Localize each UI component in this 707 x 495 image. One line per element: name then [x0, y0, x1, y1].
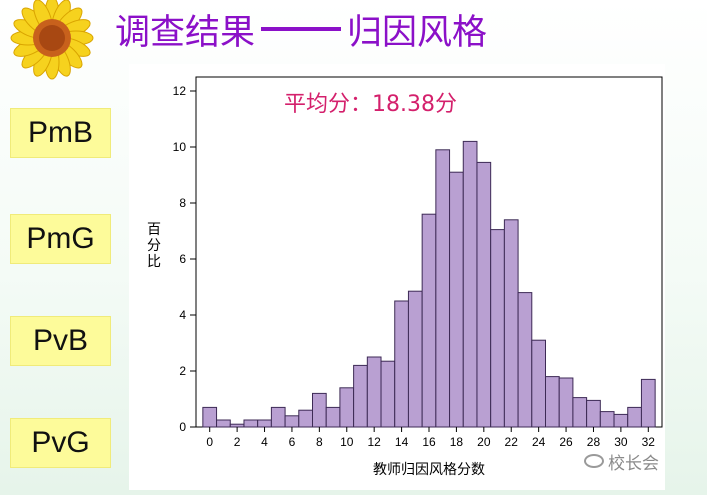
histogram-bar	[449, 171, 464, 428]
histogram-bar	[435, 149, 451, 428]
x-tick-label: 32	[642, 435, 656, 449]
y-tick-label: 6	[179, 252, 186, 266]
x-tick-label: 20	[477, 435, 491, 449]
title-right: 归因风格	[347, 12, 488, 53]
histogram-bar	[586, 399, 601, 428]
histogram-bar	[572, 397, 588, 428]
histogram-bar	[640, 378, 656, 428]
x-tick-label: 4	[261, 435, 268, 449]
x-tick-label: 16	[422, 435, 436, 449]
x-tick-label: 26	[559, 435, 573, 449]
histogram-bar	[229, 423, 245, 428]
histogram-bar	[243, 419, 259, 428]
x-tick-label: 18	[450, 435, 464, 449]
x-tick-label: 0	[206, 435, 213, 449]
histogram-bar	[558, 377, 574, 428]
histogram-bar	[599, 411, 615, 428]
x-tick-label: 30	[614, 435, 628, 449]
label-pmb: PmB	[10, 108, 111, 158]
y-axis-label: 百分比	[147, 222, 161, 270]
y-tick-label: 4	[179, 308, 186, 322]
histogram-bar	[531, 339, 547, 428]
watermark: 校长会	[584, 449, 694, 474]
histogram-bar	[353, 364, 368, 428]
histogram-bar	[517, 292, 533, 428]
x-tick-label: 12	[367, 435, 381, 449]
histogram-bar	[270, 406, 286, 428]
page-title: 调查结果 归因风格	[115, 4, 487, 54]
x-tick-label: 28	[587, 435, 601, 449]
histogram-bar	[476, 161, 492, 428]
histogram-bar	[298, 409, 313, 428]
histogram-bar	[462, 140, 478, 428]
watermark-text: 校长会	[608, 453, 659, 474]
y-tick-label: 10	[173, 140, 187, 154]
x-tick-label: 10	[340, 435, 354, 449]
histogram-bar	[490, 229, 505, 428]
histogram-bar	[627, 406, 642, 428]
label-pvg: PvG	[10, 418, 111, 468]
sunflower-image	[10, 0, 94, 80]
x-tick-label: 14	[395, 435, 409, 449]
histogram-bar	[503, 219, 519, 428]
x-tick-label: 22	[505, 435, 519, 449]
label-pmg: PmG	[10, 214, 111, 264]
x-tick-label: 24	[532, 435, 546, 449]
histogram-bar	[339, 387, 355, 428]
histogram-bar	[613, 413, 629, 428]
histogram-panel: 0 2 4 6 8 10 12 0 2 4 6 8 10 12 14 16 18 20 22 24 26 28 30 32 …	[129, 64, 665, 490]
histogram-bar	[380, 360, 396, 428]
histogram-bar	[325, 406, 341, 428]
title-left: 调查结果	[115, 12, 256, 53]
wechat-logo-icon	[584, 454, 604, 468]
histogram-bar	[545, 376, 560, 428]
y-tick-label: 12	[173, 84, 187, 98]
x-tick-label: 8	[316, 435, 323, 449]
mean-annotation: 平均分：18.38分	[284, 92, 457, 117]
histogram-bar	[312, 392, 327, 428]
label-pvb: PvB	[10, 316, 111, 366]
y-tick-label: 2	[179, 364, 186, 378]
histogram-bar	[366, 356, 382, 428]
histogram-bar	[284, 415, 300, 428]
x-axis-label: 教师归因风格分数	[373, 461, 485, 478]
x-tick-label: 2	[234, 435, 241, 449]
histogram-bar	[216, 419, 231, 428]
x-tick-label: 6	[289, 435, 296, 449]
histogram-bar	[257, 419, 272, 428]
histogram-bar	[394, 300, 409, 428]
histogram-bar	[421, 213, 437, 428]
y-tick-label: 0	[179, 420, 186, 434]
y-tick-label: 8	[179, 196, 186, 210]
histogram-bar	[407, 290, 423, 428]
histogram-bar	[202, 406, 218, 428]
title-dash	[261, 27, 342, 31]
